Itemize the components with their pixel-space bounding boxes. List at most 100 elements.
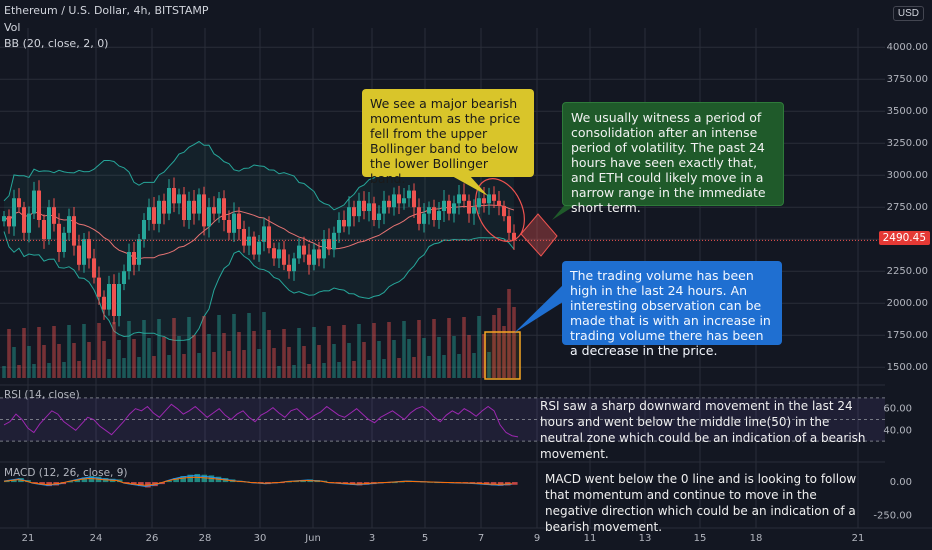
candle-body [372, 203, 376, 220]
volume-bar [392, 340, 396, 378]
candle-body [302, 245, 306, 255]
price-tick-label: 3500.00 [887, 106, 928, 117]
volume-bar [192, 335, 196, 378]
candle-body [32, 190, 36, 214]
candle-body [42, 220, 46, 240]
volume-bar [317, 345, 321, 378]
candle-body [107, 284, 111, 310]
volume-bar [472, 353, 476, 378]
macd-label[interactable]: MACD (12, 26, close, 9) [4, 467, 128, 479]
volume-bar [52, 326, 56, 378]
volume-bar [312, 327, 316, 378]
volume-bar [462, 317, 466, 378]
volume-bar [77, 361, 81, 378]
candle-body [432, 207, 436, 220]
volume-bar [22, 328, 26, 378]
candle-body [87, 239, 91, 259]
candle-body [192, 200, 196, 214]
price-tick-label: 1750.00 [887, 330, 928, 341]
candle-body [62, 232, 66, 252]
candle-body [162, 200, 166, 214]
macd-histogram-bar [511, 482, 518, 485]
price-tick-label: 3250.00 [887, 138, 928, 149]
price-tick-label: 3750.00 [887, 74, 928, 85]
volume-bar [367, 360, 371, 378]
volume-bar [92, 360, 96, 378]
volume-bar [157, 319, 161, 378]
candle-body [2, 216, 6, 222]
candle-body [342, 220, 346, 227]
macd-histogram-bar [81, 477, 88, 483]
volume-bar [457, 354, 461, 378]
volume-bar [497, 308, 501, 378]
volume-bar [217, 315, 221, 378]
currency-badge[interactable]: USD [892, 6, 924, 21]
candle-body [147, 207, 151, 220]
time-tick-label: 26 [146, 533, 159, 544]
macd-note: MACD went below the 0 line and is lookin… [545, 472, 857, 534]
volume-bar [267, 330, 271, 378]
candle-body [507, 216, 511, 233]
time-tick-label: 11 [584, 533, 597, 544]
candle-body [312, 249, 316, 265]
candle-body [92, 258, 96, 278]
candle-body [502, 205, 506, 217]
volume-bar [247, 313, 251, 378]
volume-bar [372, 323, 376, 378]
candle-body [362, 200, 366, 212]
rsi-label[interactable]: RSI (14, close) [4, 389, 80, 401]
time-tick-label: 24 [90, 533, 103, 544]
candle-body [227, 220, 231, 233]
volume-bar [132, 339, 136, 378]
volume-bar [242, 350, 246, 378]
candle-body [412, 190, 416, 208]
volume-bar [422, 338, 426, 378]
volume-bar [382, 359, 386, 378]
volume-bar [292, 365, 296, 378]
candle-body [67, 216, 71, 233]
rsi-line [3, 403, 519, 438]
macd-tick-label: -250.00 [873, 511, 912, 522]
candle-body [387, 200, 391, 208]
volume-bar [72, 343, 76, 378]
volume-bar [397, 358, 401, 378]
volume-bar [337, 362, 341, 378]
macd-histogram-bar [39, 482, 45, 485]
volume-bar [427, 356, 431, 378]
volume-bar [142, 320, 146, 378]
macd-histogram-bar [194, 474, 201, 483]
volume-bar [147, 338, 151, 378]
rsi-tick-label: 60.00 [883, 404, 912, 415]
projection-box [520, 213, 558, 257]
volume-bar [87, 342, 91, 378]
candle-body [167, 188, 171, 214]
volume-bar [407, 339, 411, 378]
indicator-vol[interactable]: Vol [4, 21, 21, 34]
volume-bar [32, 364, 36, 378]
volume-bar [127, 321, 131, 378]
candle-body [172, 188, 176, 204]
time-tick-label: 7 [478, 533, 484, 544]
candle-body [7, 216, 11, 227]
volume-bar [277, 366, 281, 378]
candle-body [132, 252, 136, 265]
candle-body [487, 194, 491, 204]
time-tick-label: 18 [750, 533, 763, 544]
candle-body [402, 198, 406, 204]
volume-bar [167, 355, 171, 378]
candle-body [292, 258, 296, 272]
volume-bar [377, 341, 381, 378]
candle-body [427, 207, 431, 214]
price-tick-label: 4000.00 [887, 42, 928, 53]
candle-body [202, 194, 206, 227]
indicator-bb[interactable]: BB (20, close, 2, 0) [4, 37, 109, 50]
time-tick-label: 15 [694, 533, 707, 544]
candle-body [247, 236, 251, 246]
volume-bar [447, 318, 451, 378]
macd-tick-label: 0.00 [890, 477, 912, 488]
chart-title: Ethereum / U.S. Dollar, 4h, BITSTAMP [4, 4, 209, 17]
volume-bar [107, 359, 111, 378]
volume-bar [262, 312, 266, 378]
macd-histogram-bar [392, 482, 398, 484]
